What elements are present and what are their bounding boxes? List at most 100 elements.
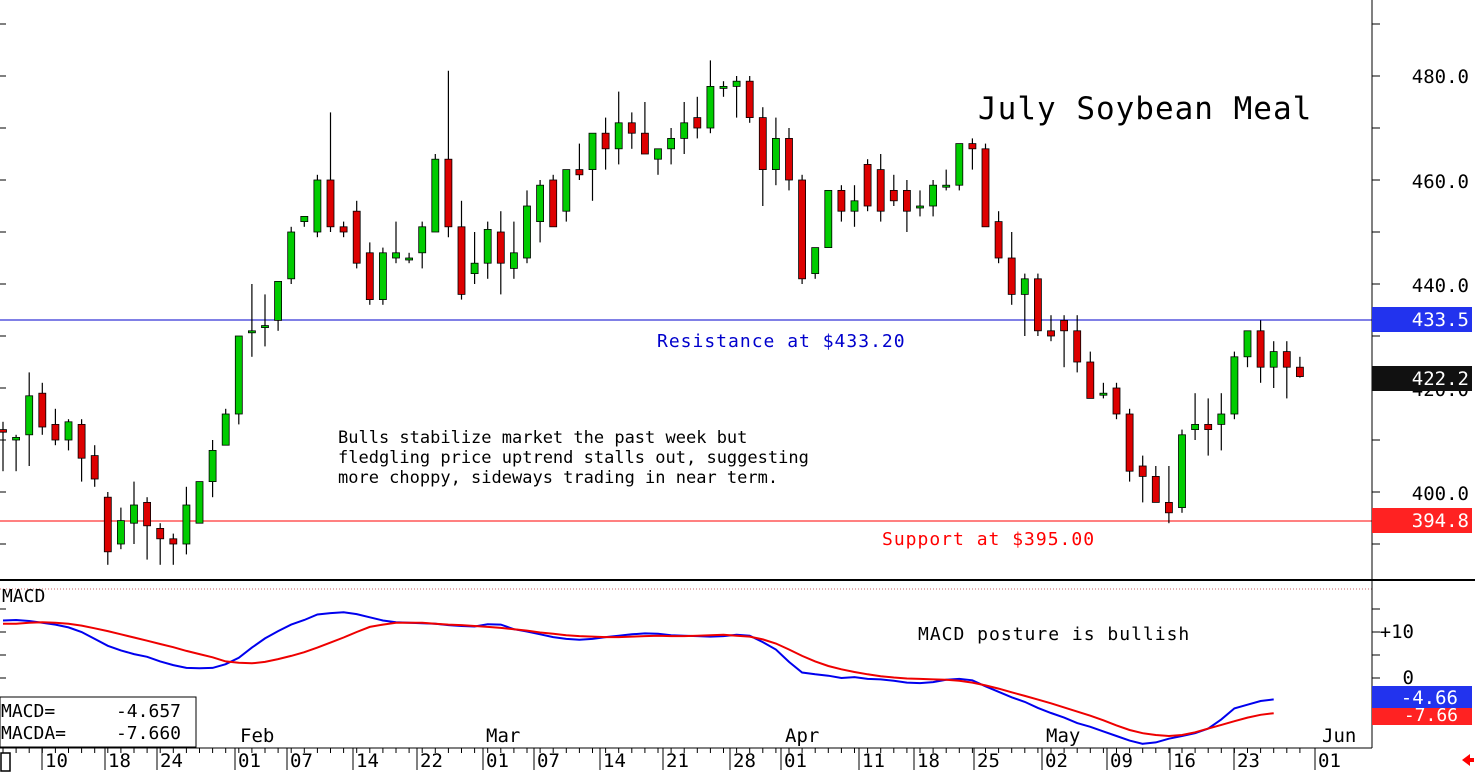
candle xyxy=(798,174,806,284)
candle xyxy=(876,154,885,222)
candle xyxy=(38,382,47,435)
month-label-jun: Jun xyxy=(1322,725,1356,747)
day-label: 07 xyxy=(537,750,560,772)
candle xyxy=(509,221,518,279)
macda-line xyxy=(3,621,1274,738)
candle xyxy=(418,221,427,269)
candle-body xyxy=(457,226,466,295)
candle xyxy=(614,91,623,165)
candle xyxy=(90,445,99,487)
candle xyxy=(221,408,230,446)
day-label: 07 xyxy=(290,750,313,772)
macd-title: MACD xyxy=(2,586,45,607)
candle-body xyxy=(968,143,977,150)
day-label: 10 xyxy=(45,750,68,772)
day-label: 14 xyxy=(356,750,379,772)
day-labels: 10 18 24 01 07 14 22 01 07 14 21 28 01 11 18 25 02 09 16 23… xyxy=(45,750,1341,772)
candle xyxy=(536,180,544,243)
candle-body xyxy=(247,330,256,334)
day-label: 22 xyxy=(420,750,443,772)
candle-body xyxy=(1034,278,1042,332)
day-label: 24 xyxy=(160,750,183,772)
candle xyxy=(1269,341,1278,388)
candle xyxy=(64,419,73,451)
candle xyxy=(745,76,754,123)
candle-body xyxy=(326,179,335,228)
day-label: 09 xyxy=(1110,750,1133,772)
candle-body xyxy=(1060,319,1068,332)
day-label: 16 xyxy=(1173,750,1196,772)
candle-body xyxy=(719,86,728,89)
candle-body xyxy=(876,169,885,212)
candle-body xyxy=(1191,423,1199,430)
candle xyxy=(549,174,558,228)
support-badge xyxy=(1372,508,1472,533)
candle-body xyxy=(509,252,518,269)
candle xyxy=(903,180,911,232)
day-label: 01 xyxy=(1318,750,1341,772)
candle xyxy=(247,284,256,357)
candle-body xyxy=(392,252,400,259)
candle xyxy=(968,138,977,170)
day-label: 18 xyxy=(917,750,940,772)
candle xyxy=(130,481,138,544)
day-label: 21 xyxy=(666,750,689,772)
candles xyxy=(0,60,1304,565)
candle-body xyxy=(1243,330,1252,358)
candle-body xyxy=(889,189,898,202)
candle xyxy=(523,190,531,264)
candle-body xyxy=(575,169,584,176)
candle xyxy=(1256,320,1265,383)
candle xyxy=(1112,382,1121,420)
candle-body xyxy=(25,395,34,436)
candle xyxy=(143,497,152,560)
day-label: 01 xyxy=(486,750,509,772)
month-label-apr: Apr xyxy=(785,725,819,747)
candle xyxy=(195,481,204,524)
candle xyxy=(182,486,191,555)
candle-body xyxy=(1151,475,1160,503)
candle xyxy=(994,211,1003,264)
candle-body xyxy=(1269,351,1278,368)
candle-body xyxy=(588,132,597,170)
day-label: 11 xyxy=(862,750,885,772)
candle-body xyxy=(195,481,204,524)
candle-body xyxy=(156,528,165,540)
price-tick-label: 440.0 xyxy=(1412,275,1469,297)
candle xyxy=(1086,351,1095,399)
candle-body xyxy=(1256,330,1265,368)
candle-body xyxy=(798,179,806,280)
candle-body xyxy=(1204,423,1213,430)
candle-body xyxy=(77,423,86,459)
candle-body xyxy=(863,163,872,207)
candle xyxy=(1204,398,1213,456)
candle-body xyxy=(562,169,571,212)
last-price-badge xyxy=(1372,366,1472,391)
macd-readout-box xyxy=(0,696,197,748)
scroll-right-arrow-icon[interactable] xyxy=(1462,754,1474,766)
candle-body xyxy=(64,421,73,441)
candle-body xyxy=(601,132,610,150)
month-label-mar: Mar xyxy=(486,725,520,747)
candle xyxy=(1191,393,1199,440)
candle-body xyxy=(1282,351,1291,368)
candle-body xyxy=(1086,361,1095,399)
candle xyxy=(169,533,178,565)
candle xyxy=(261,294,269,347)
candle-body xyxy=(221,413,230,446)
day-label: 02 xyxy=(1045,750,1068,772)
candle-body xyxy=(942,184,951,188)
candle xyxy=(1060,315,1068,368)
candle xyxy=(1047,315,1055,342)
candle-body xyxy=(287,231,296,280)
candle xyxy=(1125,408,1134,482)
candle-body xyxy=(431,158,440,233)
candle-body xyxy=(90,455,99,480)
scroll-left-handle[interactable] xyxy=(0,752,11,772)
macda-badge xyxy=(1372,705,1472,725)
day-label: 01 xyxy=(784,750,807,772)
day-label: 23 xyxy=(1237,750,1260,772)
candle-body xyxy=(496,231,505,264)
candle-body xyxy=(981,148,990,228)
